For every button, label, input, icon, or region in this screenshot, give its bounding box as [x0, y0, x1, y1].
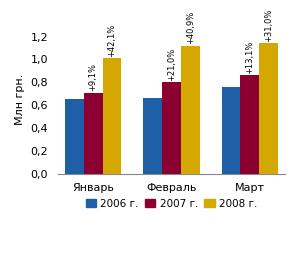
Text: +13,1%: +13,1% [245, 40, 254, 74]
Bar [259, 43, 278, 174]
Bar [162, 82, 181, 174]
Text: +31,0%: +31,0% [264, 8, 273, 42]
Bar [143, 98, 162, 174]
Text: +21,0%: +21,0% [167, 47, 176, 80]
Y-axis label: Млн грн.: Млн грн. [15, 74, 25, 125]
Bar [222, 87, 240, 174]
Text: +9,1%: +9,1% [88, 63, 98, 91]
Legend: 2006 г., 2007 г., 2008 г.: 2006 г., 2007 г., 2008 г. [82, 194, 261, 213]
Bar [65, 99, 84, 174]
Bar [103, 58, 121, 174]
Text: +42,1%: +42,1% [107, 23, 116, 57]
Text: +40,9%: +40,9% [186, 11, 195, 44]
Bar [240, 75, 259, 174]
Bar [181, 46, 200, 174]
Bar [84, 93, 103, 174]
